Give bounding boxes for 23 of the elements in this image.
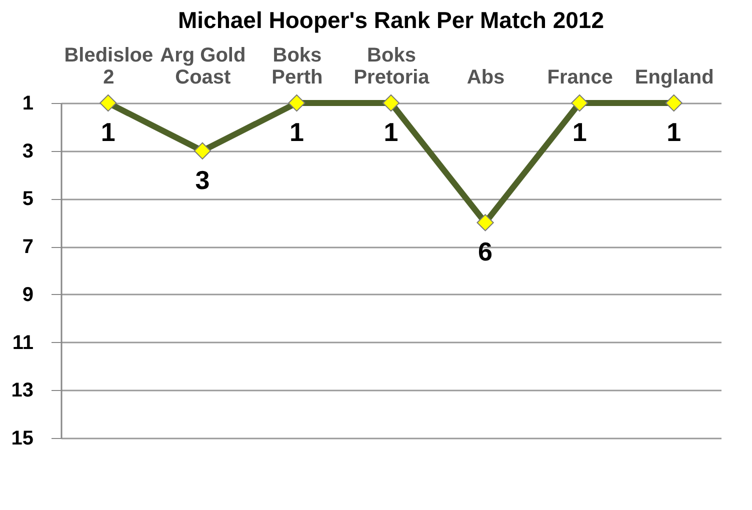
- y-tick-label: 13: [11, 380, 34, 402]
- x-tick-label: Abs: [466, 66, 505, 88]
- x-tick-label: Boks Perth: [272, 44, 323, 88]
- y-tick-label: 3: [22, 140, 34, 162]
- data-label: 1: [572, 117, 587, 147]
- x-tick-label: France: [547, 66, 613, 88]
- y-tick-label: 11: [12, 332, 34, 354]
- data-label: 6: [478, 236, 493, 267]
- y-tick-label: 9: [22, 284, 34, 306]
- x-tick-label: Boks Pretoria: [354, 44, 430, 88]
- data-label: 1: [666, 117, 682, 147]
- y-tick-label: 1: [22, 92, 34, 114]
- chart-title: Michael Hooper's Rank Per Match 2012: [178, 7, 604, 33]
- data-label: 1: [289, 117, 304, 147]
- data-label: 3: [195, 164, 210, 195]
- y-tick-label: 15: [11, 428, 34, 450]
- y-tick-label: 5: [22, 188, 34, 210]
- x-tick-label: Arg Gold Coast: [160, 44, 246, 88]
- x-tick-label: England: [634, 66, 714, 88]
- data-label: 1: [100, 117, 116, 147]
- x-tick-label: Bledisloe 2: [64, 44, 154, 88]
- data-label: 1: [384, 117, 398, 147]
- y-tick-label: 7: [22, 236, 34, 258]
